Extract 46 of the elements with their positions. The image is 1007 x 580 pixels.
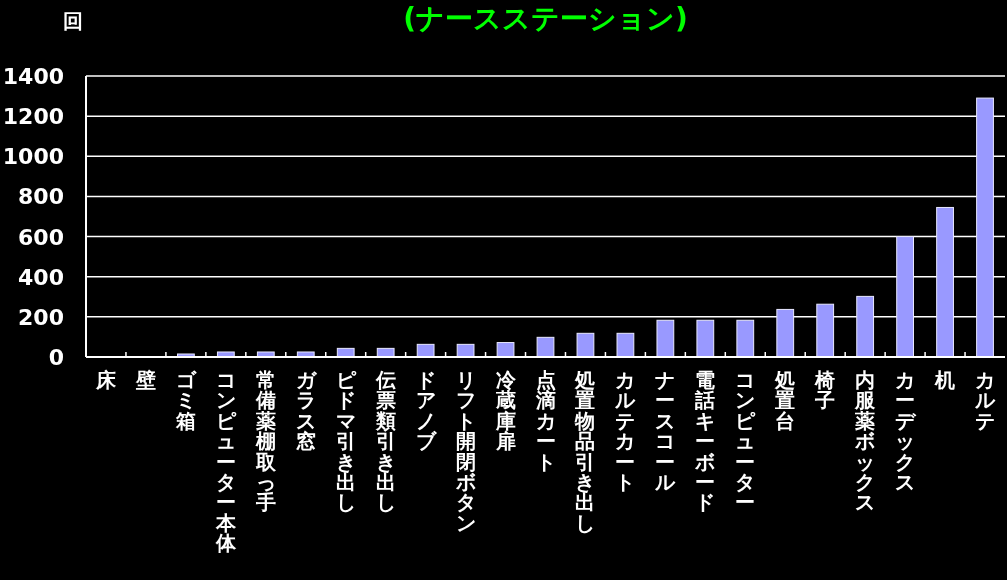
x-tick-label: ドアノブ bbox=[415, 368, 437, 454]
y-tick-label: 1400 bbox=[2, 64, 64, 89]
x-tick-label: 椅子 bbox=[814, 368, 836, 413]
bar bbox=[496, 342, 515, 358]
chart-title: (ナースステーション) bbox=[403, 2, 688, 35]
y-tick-label: 1000 bbox=[2, 144, 64, 170]
x-tick-label: 内服薬ボックス bbox=[854, 368, 877, 515]
x-tick-label: カルテカート bbox=[614, 368, 637, 494]
x-tick-label: コンピューター bbox=[735, 368, 757, 515]
bar bbox=[616, 332, 635, 358]
x-tick-label: 処置物品引き出し bbox=[574, 368, 596, 535]
bar bbox=[656, 319, 675, 358]
x-tick-label: ガラス窓 bbox=[295, 368, 318, 454]
x-tick-label: 机 bbox=[934, 368, 956, 392]
bar bbox=[936, 206, 954, 358]
x-tick-label: 冷蔵庫扉 bbox=[494, 368, 517, 454]
bar bbox=[696, 319, 715, 358]
x-tick-label: 点滴カート bbox=[534, 368, 556, 474]
x-tick-label: 壁 bbox=[134, 368, 156, 392]
bar bbox=[736, 319, 755, 358]
x-tick-label: リフト開閉ボタン bbox=[454, 368, 476, 535]
bar bbox=[816, 303, 835, 358]
bar bbox=[896, 236, 914, 358]
x-tick-label: カルテ bbox=[974, 368, 997, 433]
y-tick-label: 0 bbox=[48, 345, 64, 370]
bar bbox=[536, 336, 555, 358]
x-tick-label: ピドマ引き出し bbox=[335, 368, 357, 515]
y-tick-label: 200 bbox=[18, 304, 64, 330]
x-tick-label: 伝票類引き出し bbox=[374, 368, 396, 515]
x-tick-label: カーデックス bbox=[895, 368, 918, 494]
category-label: コンピューター本体 bbox=[215, 368, 236, 556]
x-tick-label: 電話キーボード bbox=[694, 368, 716, 515]
x-tick-label: 床 bbox=[94, 368, 117, 392]
y-tick-label: 1200 bbox=[2, 104, 64, 130]
x-tick-label: ナースコール bbox=[654, 368, 677, 494]
bar bbox=[576, 332, 595, 358]
x-tick-label: 処置台 bbox=[774, 368, 796, 433]
y-axis-title: 回 bbox=[63, 9, 83, 33]
y-tick-label: 600 bbox=[18, 224, 64, 250]
x-tick-label: ゴミ箱 bbox=[174, 368, 197, 433]
bar bbox=[776, 308, 795, 358]
bar bbox=[856, 295, 875, 358]
y-tick-label: 800 bbox=[18, 184, 64, 210]
x-tick-label: 常備薬棚取っ手 bbox=[254, 368, 277, 515]
bar bbox=[976, 97, 994, 358]
y-tick-label: 400 bbox=[18, 264, 64, 290]
